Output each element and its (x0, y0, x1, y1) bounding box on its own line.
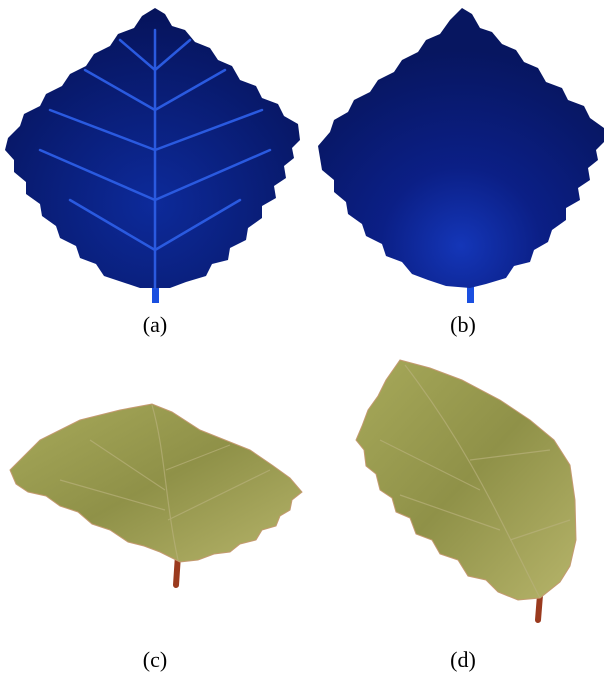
caption: (a) (143, 312, 167, 337)
panel-c: (c) (10, 404, 302, 672)
stem (538, 595, 540, 620)
panel-d: (d) (356, 360, 576, 672)
panel-b: (b) (318, 8, 604, 337)
leaf (356, 360, 576, 600)
caption: (c) (143, 647, 167, 672)
panel-a: (a) (5, 8, 300, 337)
caption: (b) (450, 312, 476, 337)
caption: (d) (450, 647, 476, 672)
leaf (10, 404, 302, 562)
figure: (a) (b) (c) (d) (0, 0, 604, 684)
page: (a) (b) (c) (d) (() => { const data = JS… (0, 0, 604, 684)
leaf (318, 8, 604, 288)
